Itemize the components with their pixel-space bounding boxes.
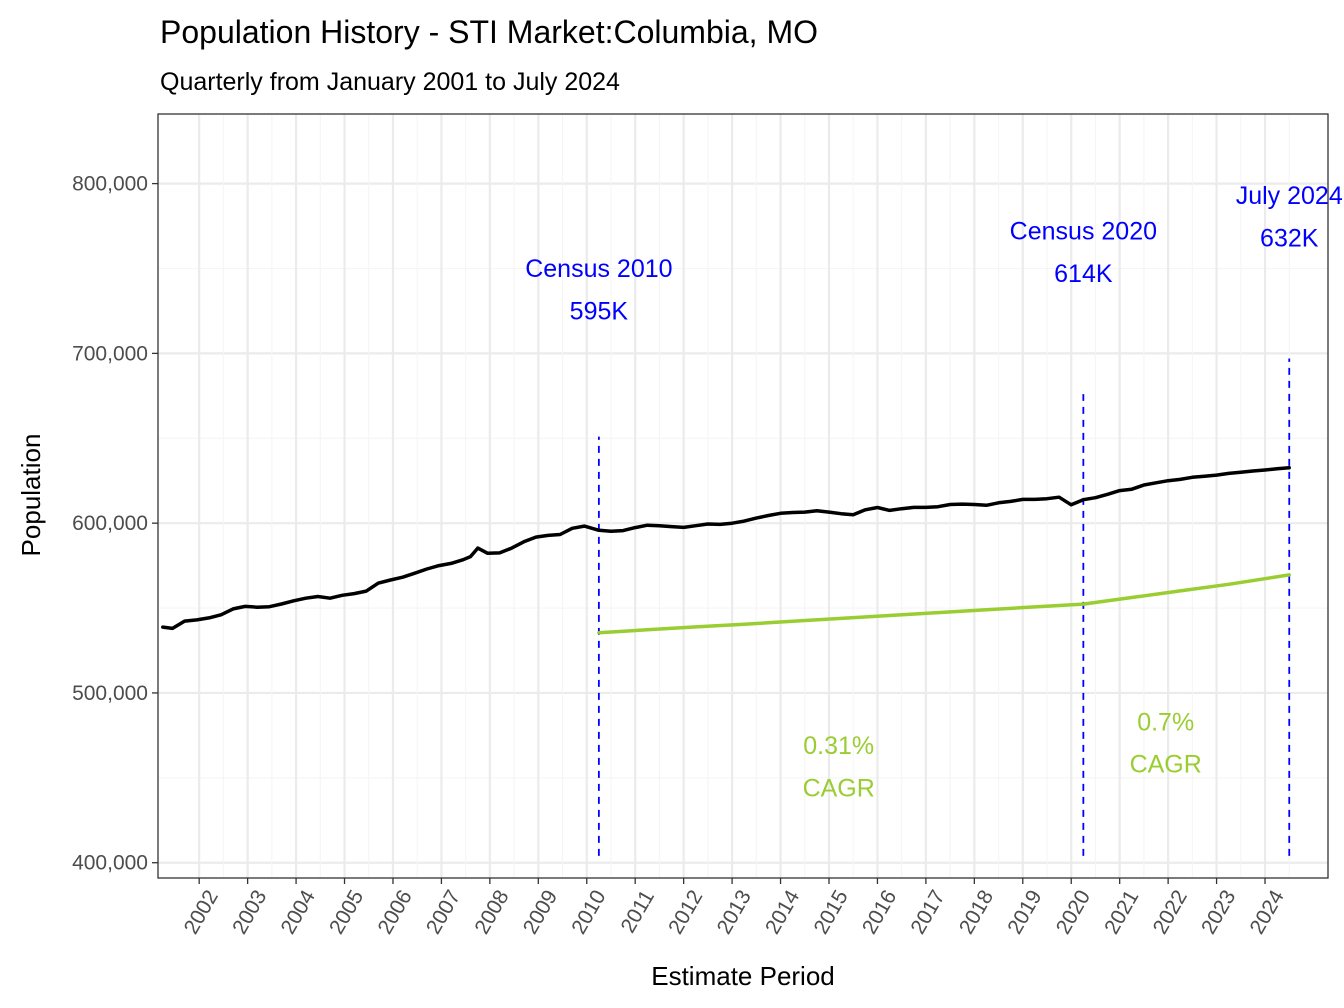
x-axis-title: Estimate Period xyxy=(651,961,835,991)
cagr-trend-line xyxy=(597,573,1291,635)
annotation-july-2024-label: July 2024 xyxy=(1236,182,1343,210)
plot-panel-border xyxy=(157,113,1329,879)
reference-lines xyxy=(597,358,1291,856)
annotation-cagr-2020-2024-value: CAGR xyxy=(1130,751,1202,779)
annotations: Census 2010 595K Census 2020 614K July 2024 6… xyxy=(525,182,1343,803)
annotation-cagr-2020-2024-label: 0.7% xyxy=(1137,708,1194,736)
y-tick-label: 700,000 xyxy=(72,342,148,365)
y-axis: 400,000 500,000 600,000 700,000 800,000 xyxy=(72,173,158,875)
annotation-census-2010-value: 595K xyxy=(570,297,629,325)
annotation-cagr-2010-2020-label: 0.31% xyxy=(803,732,874,760)
y-tick-label: 400,000 xyxy=(72,852,148,875)
annotation-july-2024-value: 632K xyxy=(1260,224,1319,252)
annotation-census-2010-label: Census 2010 xyxy=(525,255,672,283)
annotation-cagr-2010-2020-value: CAGR xyxy=(803,775,875,803)
annotation-census-2020-label: Census 2020 xyxy=(1010,218,1157,246)
annotation-census-2020-value: 614K xyxy=(1054,260,1113,288)
chart-title: Population History - STI Market:Columbia… xyxy=(160,14,818,50)
y-tick-label: 600,000 xyxy=(72,512,148,535)
population-series-line xyxy=(161,466,1291,631)
grid-lines xyxy=(158,114,1328,878)
chart-subtitle: Quarterly from January 2001 to July 2024 xyxy=(160,68,620,96)
y-axis-title: Population xyxy=(16,434,46,557)
series-lines xyxy=(161,466,1291,635)
y-tick-label: 800,000 xyxy=(72,173,148,196)
y-tick-label: 500,000 xyxy=(72,682,148,705)
